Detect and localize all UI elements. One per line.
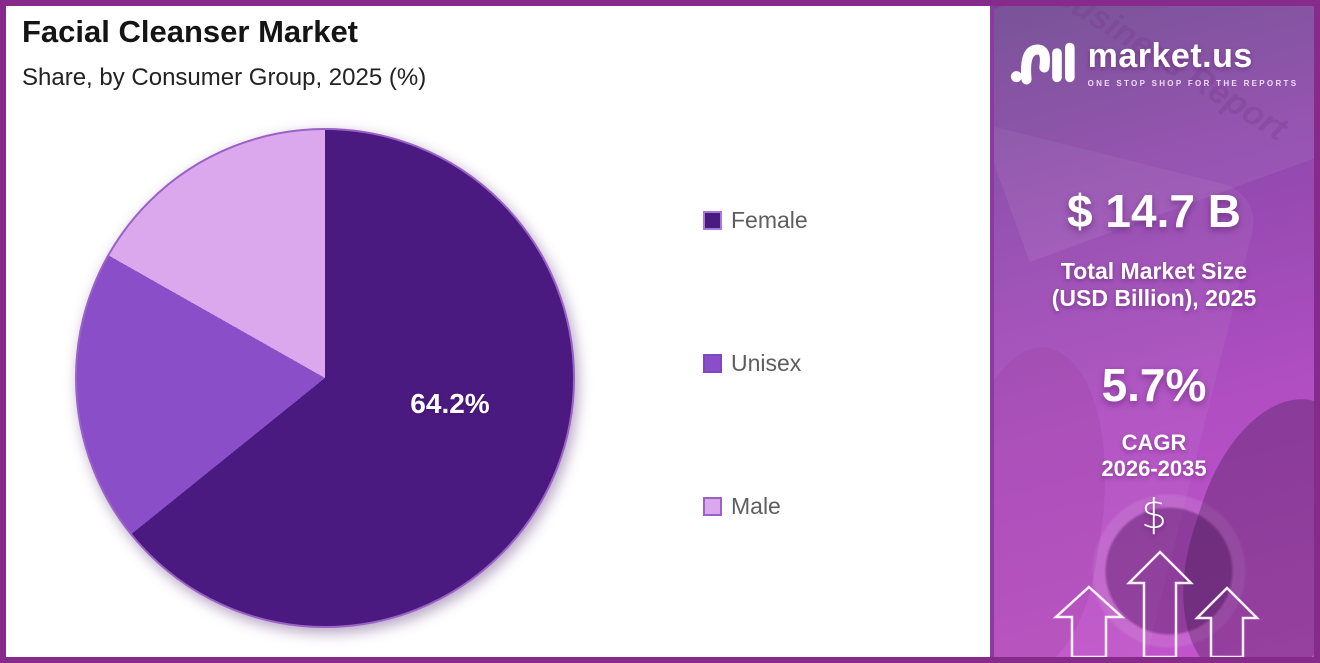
cagr-label-line1: CAGR xyxy=(1121,430,1187,455)
legend-swatch-female-icon xyxy=(703,210,722,230)
pie-graphic xyxy=(75,128,575,628)
chart-legend: Female Unisex Male xyxy=(703,206,808,635)
chart-area: Facial Cleanser Market Share, by Consume… xyxy=(6,6,990,657)
legend-label-male: Male xyxy=(731,492,781,519)
cagr-label-line2: 2026-2035 xyxy=(1101,456,1207,481)
pie-chart: 64.2% xyxy=(75,128,575,628)
chart-subtitle: Share, by Consumer Group, 2025 (%) xyxy=(22,64,427,91)
brand-tagline: ONE STOP SHOP FOR THE REPORTS xyxy=(1087,78,1299,88)
marketus-logo-icon xyxy=(1010,36,1076,88)
cagr-label: CAGR 2026-2035 xyxy=(994,430,1314,482)
marketus-logo: market.us ONE STOP SHOP FOR THE REPORTS xyxy=(994,36,1314,88)
brand-name: market.us xyxy=(1087,36,1253,75)
dollar-icon: $ xyxy=(1140,490,1168,538)
market-size-label-line2: (USD Billion), 2025 xyxy=(1051,285,1257,311)
growth-arrows-icon xyxy=(1052,550,1261,657)
market-size-value: $ 14.7 B xyxy=(1067,185,1241,237)
cagr-value: 5.7% xyxy=(1101,359,1207,411)
legend-label-unisex: Unisex xyxy=(731,349,802,376)
brand-sidebar: Business Report market.us ONE STOP SHOP … xyxy=(990,6,1314,657)
page-title: Facial Cleanser Market xyxy=(22,14,359,49)
legend-label-female: Female xyxy=(731,206,808,233)
market-size-label: Total Market Size (USD Billion), 2025 xyxy=(994,258,1314,312)
legend-item-unisex: Unisex xyxy=(703,349,808,377)
legend-swatch-male-icon xyxy=(703,496,722,516)
legend-swatch-unisex-icon xyxy=(703,353,722,373)
legend-item-male: Male xyxy=(703,492,808,520)
market-size-label-line1: Total Market Size xyxy=(1060,258,1248,284)
pie-data-label-female: 64.2% xyxy=(410,388,490,419)
legend-item-female: Female xyxy=(703,206,808,234)
